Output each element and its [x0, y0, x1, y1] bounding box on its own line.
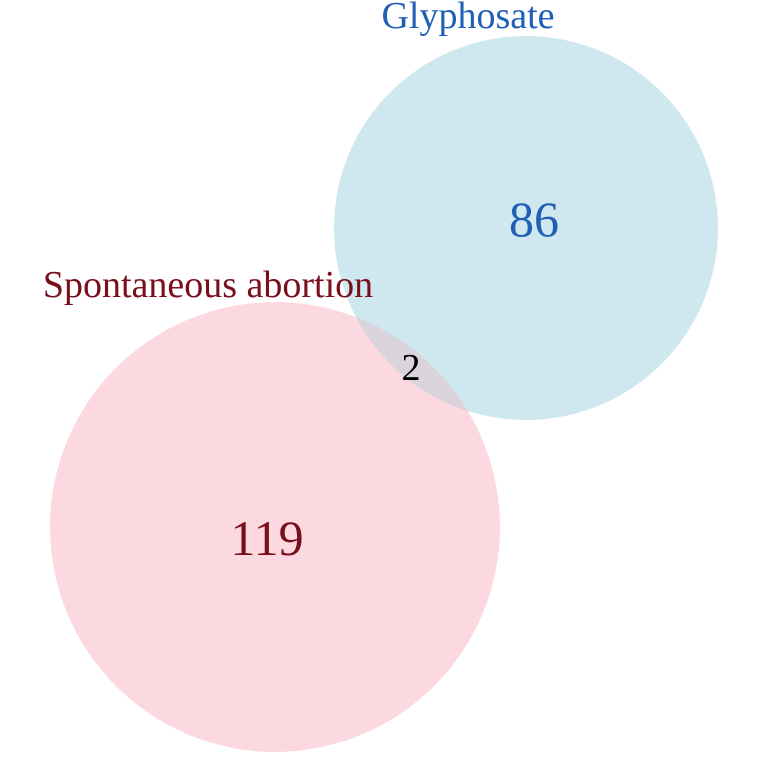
glyphosate-label: Glyphosate [381, 0, 554, 37]
spontaneous-abortion-only-count: 119 [230, 510, 303, 566]
glyphosate-circle [334, 36, 718, 420]
intersection-count: 2 [402, 347, 421, 389]
intersection-region [355, 317, 468, 411]
spontaneous-abortion-circle [50, 302, 500, 752]
spontaneous-abortion-label: Spontaneous abortion [43, 264, 373, 306]
glyphosate-only-count: 86 [509, 191, 559, 247]
